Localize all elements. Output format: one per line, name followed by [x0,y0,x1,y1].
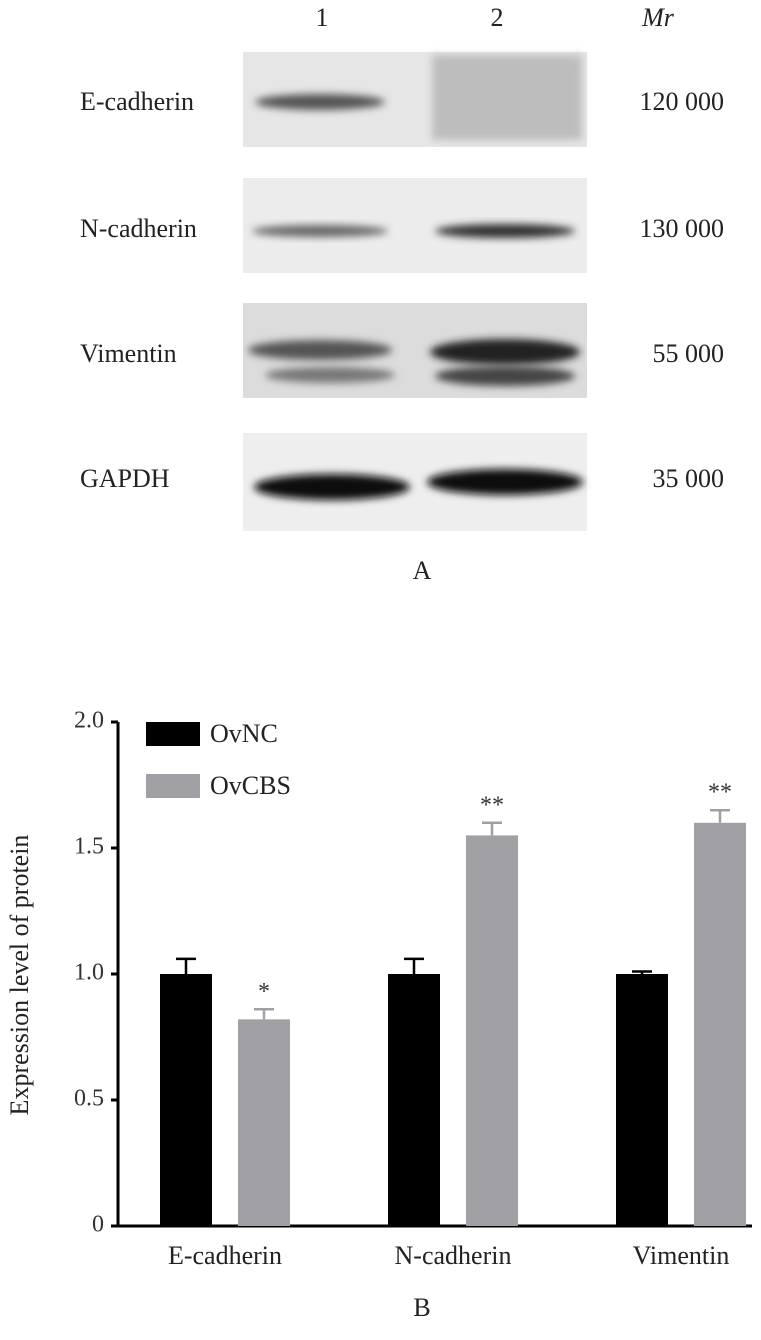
band [265,367,395,383]
protein-label: N-cadherin [80,214,197,243]
band [435,224,575,238]
mr-label: 120 000 [640,87,725,116]
band [432,55,582,140]
bar [160,974,212,1226]
lane-label: 2 [491,3,504,32]
band [255,94,385,110]
x-tick-label: E-cadherin [168,1241,282,1270]
x-tick-label: N-cadherin [395,1241,512,1270]
band [252,225,388,237]
legend-swatch [146,774,200,798]
blot-panel: 1 2 Mr E-cadherin N-cadherin Vimentin GA… [80,3,724,585]
error-bar [176,957,196,974]
panel-label: B [413,1293,430,1322]
significance-label: ** [480,792,504,818]
mr-header: Mr [641,3,675,32]
protein-label: E-cadherin [80,87,194,116]
mr-label: 55 000 [653,339,725,368]
x-tick-label: Vimentin [633,1241,730,1270]
band [435,366,575,386]
band [427,469,583,495]
mr-label: 130 000 [640,214,725,243]
bar [466,835,518,1226]
error-bar [632,970,652,974]
lane-label: 1 [316,3,329,32]
panel-label: A [413,556,432,585]
error-bar [404,957,424,974]
error-bar [710,808,730,823]
bar [388,974,440,1226]
y-axis-label: Expression level of protein [5,835,34,1116]
y-tick-label: 0 [92,1212,104,1238]
protein-label: GAPDH [80,464,170,493]
bar [616,974,668,1226]
band [248,340,392,360]
significance-label: ** [708,780,732,806]
error-bar [482,821,502,836]
legend-swatch [146,722,200,746]
protein-label: Vimentin [80,339,177,368]
bar [694,822,746,1226]
legend-label: OvNC [210,719,278,748]
y-tick-label: 1.5 [74,834,104,860]
y-tick-label: 0.5 [74,1086,104,1112]
significance-label: * [258,979,270,1005]
error-bar [254,1008,274,1020]
bar [238,1019,290,1226]
legend-label: OvCBS [210,771,291,800]
band [430,339,580,365]
y-tick-label: 2.0 [74,708,104,734]
y-tick-label: 1.0 [74,960,104,986]
mr-label: 35 000 [653,464,725,493]
band [254,474,410,500]
